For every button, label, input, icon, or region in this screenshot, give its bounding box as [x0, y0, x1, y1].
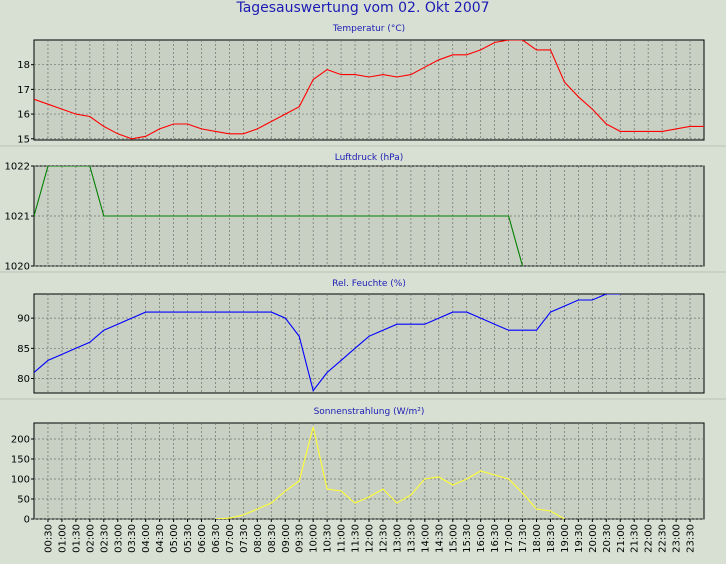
y-tick-label: 15 [17, 134, 30, 145]
x-tick-label: 04:00 [141, 524, 152, 553]
x-tick-label: 08:00 [253, 524, 264, 553]
x-tick-label: 00:30 [43, 524, 54, 553]
x-tick-label: 21:30 [630, 524, 641, 553]
x-tick-label: 05:30 [183, 524, 194, 553]
chart-panel-2: Luftdruck (hPa) 1020 1021 1022 [0, 153, 726, 273]
chart-panel-3: Rel. Feuchte (%) 80 85 90 [0, 279, 726, 400]
y-tick-label: 100 [11, 475, 30, 486]
panel-title: Sonnenstrahlung (W/m²) [314, 407, 425, 417]
y-tick-label: 1021 [5, 212, 30, 223]
x-tick-label: 10:30 [323, 524, 334, 553]
x-tick-label: 18:00 [532, 524, 543, 553]
series-line [34, 40, 704, 140]
report-title: Tagesauswertung vom 02. Okt 2007 [236, 0, 490, 16]
x-tick-label: 17:00 [504, 524, 515, 553]
y-tick-label: 200 [11, 435, 30, 446]
x-tick-label: 19:00 [560, 524, 571, 553]
x-tick-label: 11:30 [351, 524, 362, 553]
panel-title: Temperatur (°C) [332, 24, 405, 34]
panel-title: Rel. Feuchte (%) [332, 279, 406, 289]
x-tick-label: 12:30 [378, 524, 389, 553]
x-tick-label: 16:30 [490, 524, 501, 553]
y-tick-label: 1022 [5, 162, 30, 173]
x-tick-label: 18:30 [546, 524, 557, 553]
x-tick-label: 01:00 [57, 524, 68, 553]
x-tick-label: 01:30 [71, 524, 82, 553]
panel-title: Luftdruck (hPa) [335, 153, 404, 163]
x-tick-label: 20:30 [602, 524, 613, 553]
x-tick-label: 19:30 [574, 524, 585, 553]
x-tick-label: 15:00 [448, 524, 459, 553]
x-tick-label: 02:00 [85, 524, 96, 553]
chart-panel-4: Sonnenstrahlung (W/m²) 0 50 100 150 200 [11, 407, 705, 526]
y-tick-label: 0 [24, 515, 30, 526]
x-tick-label: 21:00 [616, 524, 627, 553]
x-tick-label: 04:30 [155, 524, 166, 553]
x-tick-label: 14:00 [420, 524, 431, 553]
y-tick-label: 16 [17, 110, 30, 121]
x-tick-label: 22:30 [658, 524, 669, 553]
x-tick-label: 13:00 [392, 524, 403, 553]
x-tick-label: 09:30 [295, 524, 306, 553]
y-tick-label: 80 [17, 374, 30, 385]
x-tick-label: 14:30 [434, 524, 445, 553]
chart-panel-1: Temperatur (°C) 15 16 17 18 [0, 24, 726, 147]
x-tick-label: 11:00 [337, 524, 348, 553]
series-line [34, 166, 524, 266]
x-tick-label: 02:30 [99, 524, 110, 553]
x-tick-label: 16:00 [476, 524, 487, 553]
x-tick-label: 03:00 [113, 524, 124, 553]
x-tick-label: 10:00 [309, 524, 320, 553]
x-tick-label: 08:30 [267, 524, 278, 553]
series-line [215, 426, 565, 519]
y-tick-label: 18 [17, 60, 30, 71]
x-tick-label: 20:00 [588, 524, 599, 553]
x-tick-label: 12:00 [365, 524, 376, 553]
x-tick-label: 23:30 [686, 524, 697, 553]
y-tick-label: 85 [17, 344, 30, 355]
y-tick-label: 1020 [5, 262, 30, 273]
series-line [34, 294, 621, 392]
y-tick-label: 90 [17, 314, 30, 325]
y-tick-label: 50 [17, 495, 30, 506]
x-tick-label: 07:00 [225, 524, 236, 553]
x-tick-label: 15:30 [462, 524, 473, 553]
y-tick-label: 150 [11, 455, 30, 466]
y-tick-label: 17 [17, 85, 30, 96]
x-tick-label: 05:00 [169, 524, 180, 553]
x-tick-label: 06:00 [197, 524, 208, 553]
x-tick-label: 09:00 [281, 524, 292, 553]
x-axis-labels: 00:30 01:00 01:30 02:00 02:30 03:00 03:30 04:00… [43, 519, 697, 553]
x-tick-label: 07:30 [239, 524, 250, 553]
x-tick-label: 06:30 [211, 524, 222, 553]
x-tick-label: 17:30 [518, 524, 529, 553]
x-tick-label: 23:00 [672, 524, 683, 553]
x-tick-label: 13:30 [406, 524, 417, 553]
x-tick-label: 22:00 [644, 524, 655, 553]
x-tick-label: 03:30 [127, 524, 138, 553]
